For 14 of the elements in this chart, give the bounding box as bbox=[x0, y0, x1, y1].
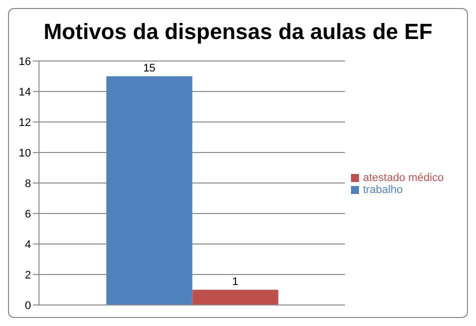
y-tick-label: 10 bbox=[18, 147, 31, 160]
y-tick-label: 0 bbox=[24, 300, 31, 312]
y-tick-label: 6 bbox=[24, 208, 31, 220]
y-tick-label: 4 bbox=[24, 238, 31, 251]
y-tick-label: 2 bbox=[24, 269, 31, 282]
y-tick-label: 16 bbox=[18, 56, 31, 68]
legend-label: atestado médico bbox=[363, 172, 444, 184]
y-tick-label: 8 bbox=[24, 178, 31, 190]
y-tick-label: 12 bbox=[18, 116, 31, 129]
chart-title: Motivos da dispensas da aulas de EF bbox=[42, 19, 434, 46]
data-label: 1 bbox=[232, 276, 238, 288]
legend-label: trabalho bbox=[363, 184, 403, 196]
data-label: 15 bbox=[143, 62, 156, 74]
y-tick-label: 14 bbox=[18, 86, 31, 98]
